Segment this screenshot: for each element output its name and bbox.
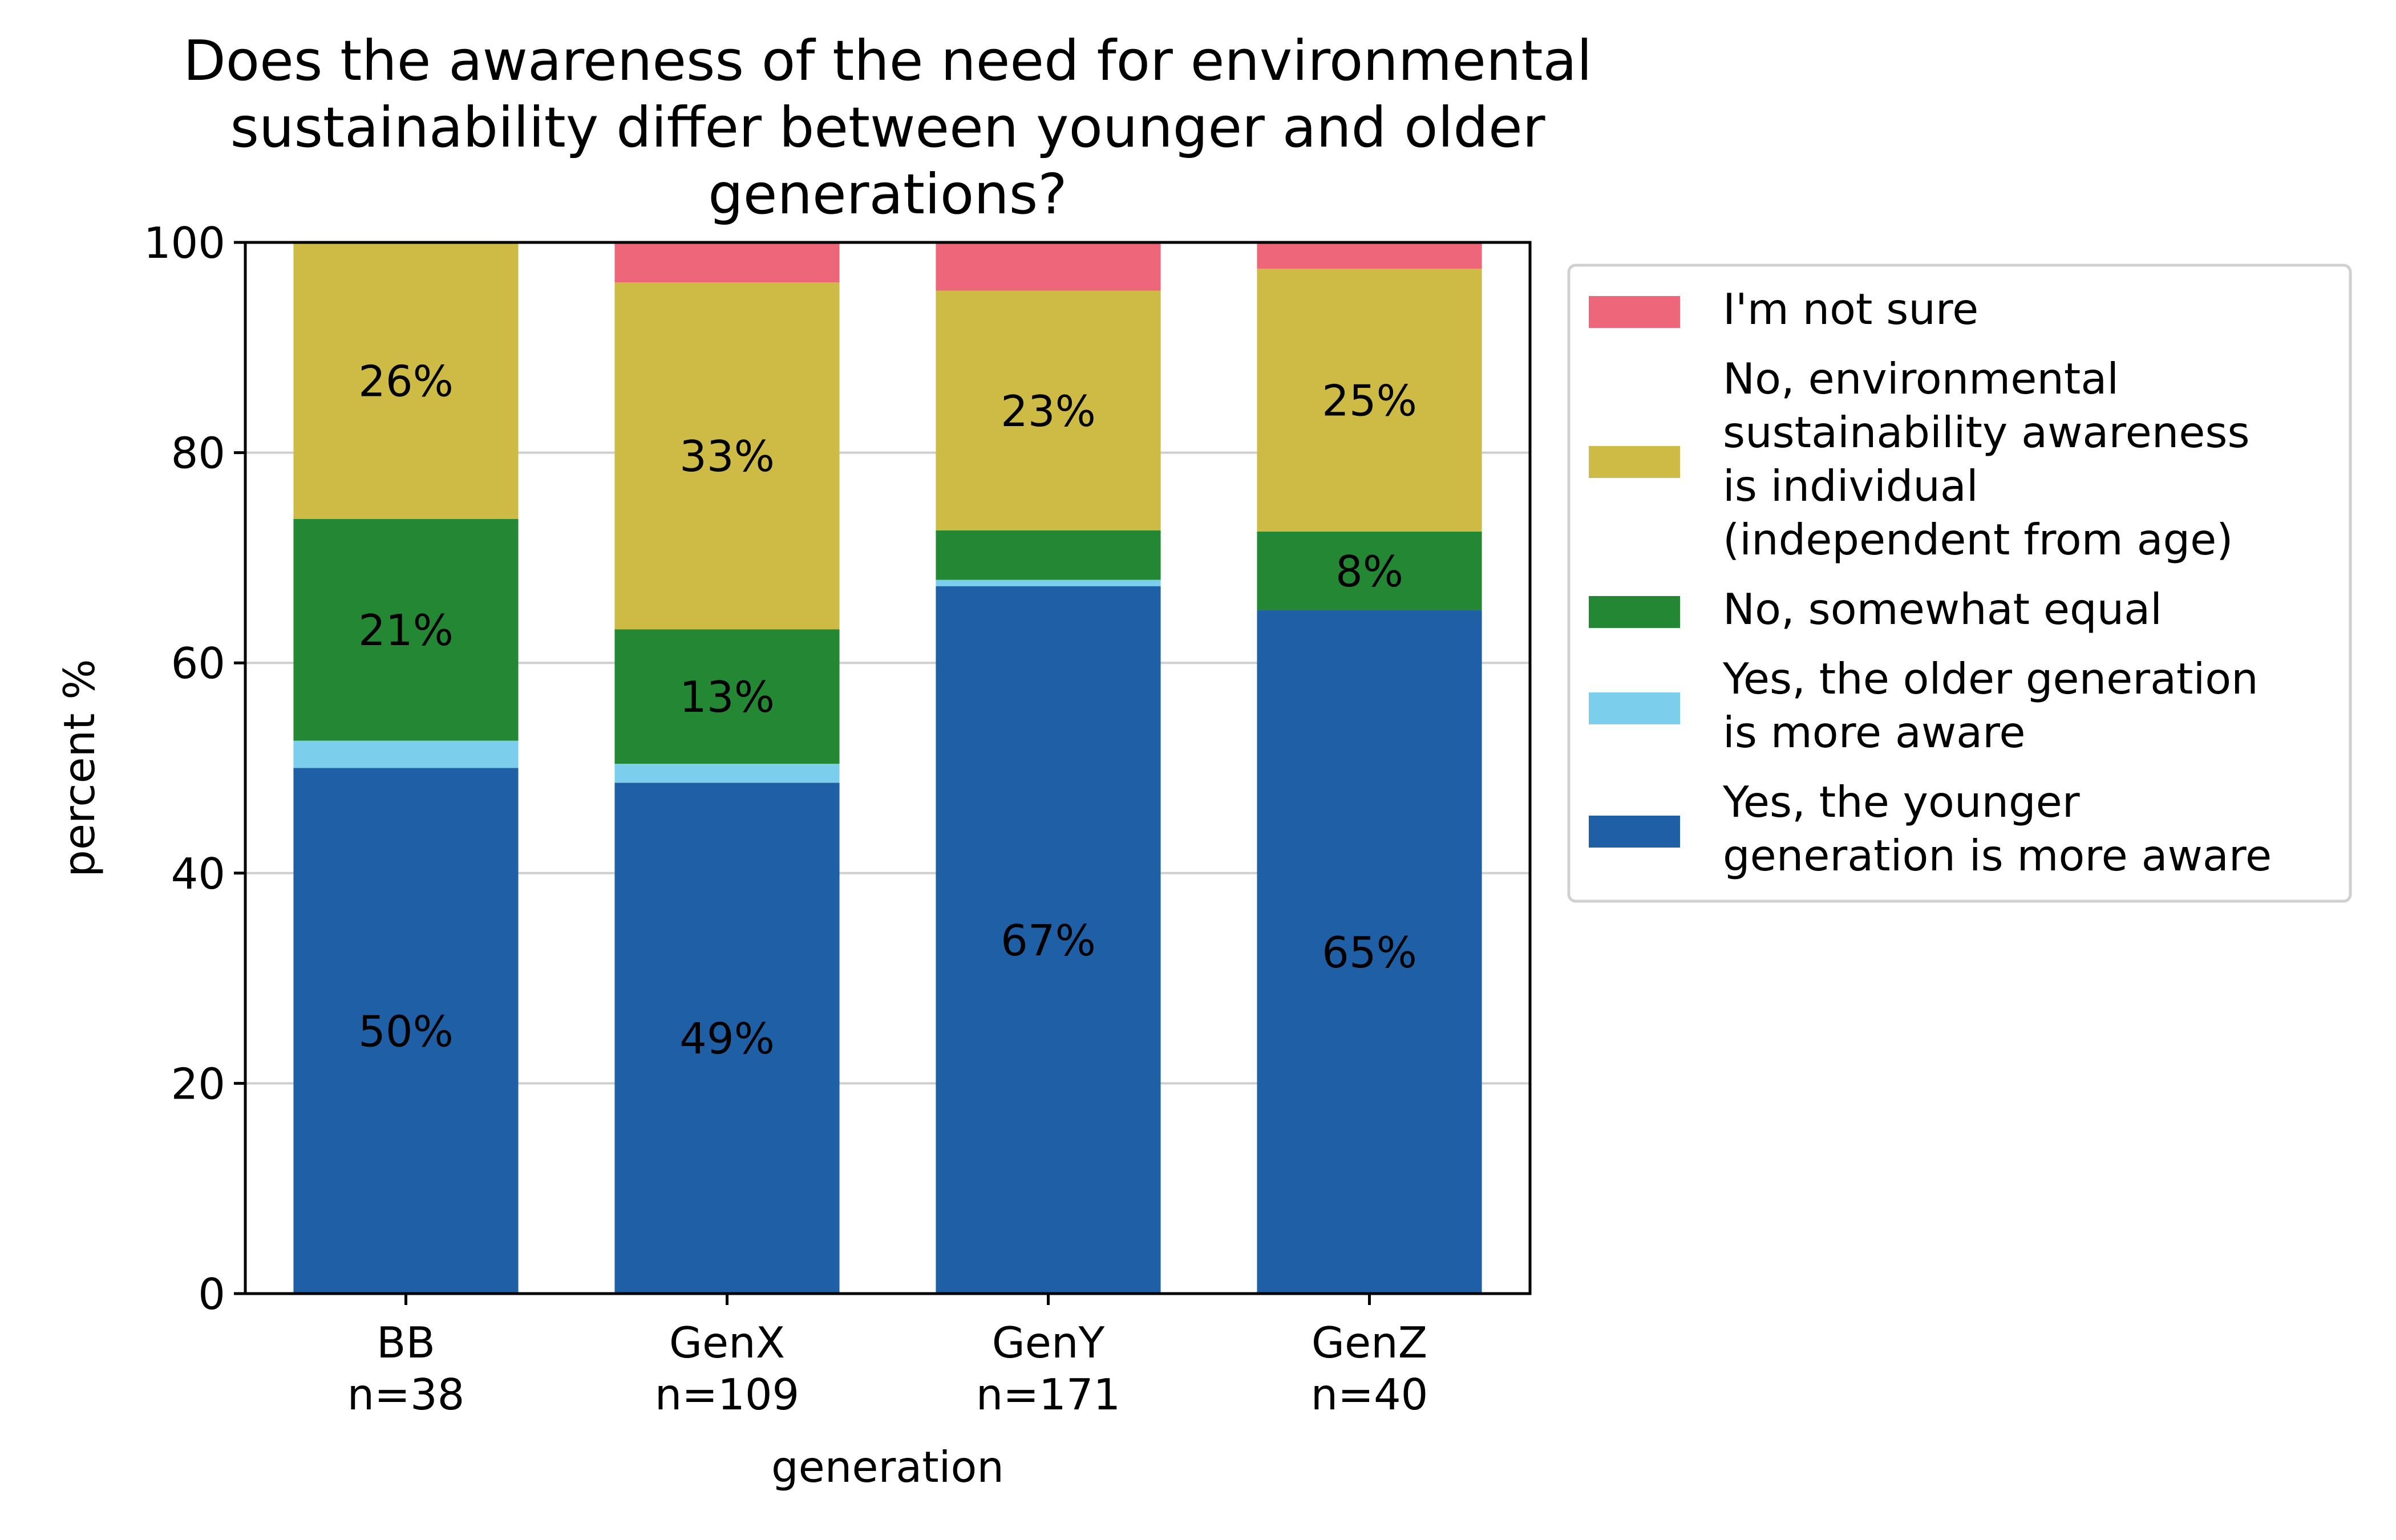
legend-label: is more aware [1723, 707, 2025, 757]
bar-segment [936, 579, 1161, 586]
data-label: 23% [1001, 386, 1096, 436]
chart-title: Does the awareness of the need for envir… [183, 29, 1592, 226]
plot-frame [244, 241, 1532, 1295]
bar-segment [1257, 531, 1482, 611]
chart-title-line: Does the awareness of the need for envir… [183, 29, 1592, 93]
bar-segment [293, 740, 519, 768]
bar-segment [936, 586, 1161, 1294]
y-tick-label: 0 [198, 1269, 225, 1319]
legend-label: sustainability awareness [1723, 407, 2250, 457]
data-label: 49% [679, 1014, 775, 1064]
legend-label: Yes, the younger [1722, 777, 2080, 827]
y-tick-label: 100 [144, 218, 225, 268]
y-tick-label: 60 [171, 638, 225, 688]
chart-title-line: sustainability differ between younger an… [230, 95, 1545, 160]
bar-segment [1257, 610, 1482, 1294]
data-label: 67% [1001, 915, 1096, 966]
data-label: 8% [1335, 546, 1403, 597]
bar-segment [936, 530, 1161, 580]
legend-swatch [1589, 596, 1680, 628]
bars [293, 241, 1482, 1294]
y-tick-label: 80 [171, 428, 225, 479]
y-axis-label: percent % [54, 659, 104, 877]
x-tick-label: GenY [992, 1318, 1105, 1368]
bar-segment [293, 518, 519, 741]
x-tick-label: GenZ [1312, 1318, 1427, 1368]
legend-label: No, environmental [1723, 354, 2119, 404]
bar-segment [614, 629, 840, 764]
x-tick-sample-size: n=38 [347, 1369, 465, 1420]
legend-label: No, somewhat equal [1723, 584, 2162, 634]
bar-segment [936, 241, 1161, 291]
bar-segment [614, 764, 840, 783]
y-tick-label: 20 [171, 1059, 225, 1109]
x-tick-sample-size: n=40 [1311, 1369, 1428, 1420]
legend-label: is individual [1723, 461, 1978, 511]
bar-segment [936, 290, 1161, 530]
data-label: 65% [1322, 927, 1417, 978]
bar-segment [614, 783, 840, 1294]
legend: I'm not sure No, environmentalsustainabil… [1567, 264, 2352, 903]
legend-label: generation is more aware [1723, 830, 2272, 881]
bar-segment [1257, 269, 1482, 532]
legend-label: I'm not sure [1723, 284, 1978, 334]
legend-box [1567, 264, 2352, 903]
bar-segment [614, 282, 840, 630]
x-tick-sample-size: n=109 [655, 1369, 800, 1420]
bar-segment [293, 768, 519, 1294]
data-label: 50% [358, 1006, 454, 1056]
data-label: 33% [679, 431, 775, 481]
chart-title-line: generations? [708, 162, 1067, 226]
legend-swatch [1589, 692, 1680, 724]
x-axis-label: generation [771, 1442, 1004, 1492]
bar-segment [1257, 242, 1482, 269]
legend-label: (independent from age) [1723, 514, 2233, 565]
legend-swatch [1589, 446, 1680, 478]
bar-labels: 50% 21% 26% 49% 13% 33% 67% 23% 65% 8% 25% [358, 356, 1417, 1064]
y-tick-label: 40 [171, 849, 225, 899]
legend-swatch [1589, 816, 1680, 848]
legend-label: Yes, the older generation [1722, 654, 2259, 704]
data-label: 13% [679, 672, 775, 722]
x-tick-label: GenX [669, 1318, 785, 1368]
x-tick-label: BB [377, 1318, 435, 1368]
data-label: 25% [1322, 375, 1417, 425]
x-tick-sample-size: n=171 [976, 1369, 1121, 1420]
data-label: 26% [358, 356, 454, 406]
bar-segment [293, 242, 519, 519]
data-label: 21% [358, 605, 454, 655]
bar-segment [614, 243, 840, 283]
legend-swatch [1589, 296, 1680, 328]
